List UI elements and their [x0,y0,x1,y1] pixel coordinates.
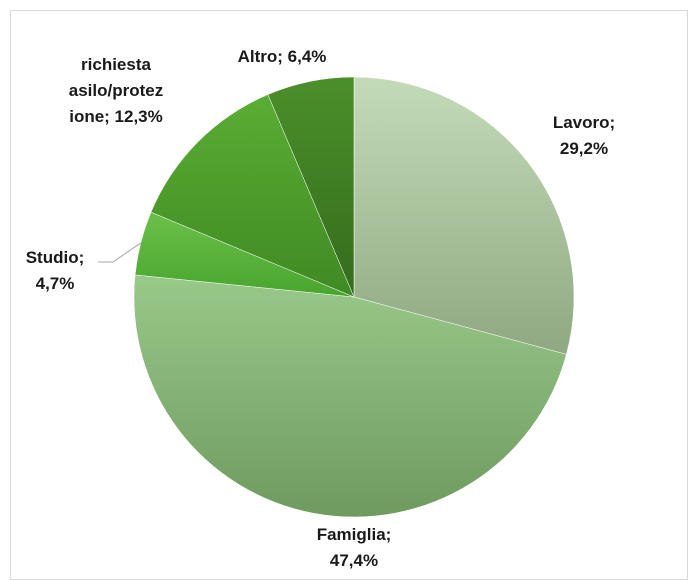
slice-label-3: richiesta asilo/protez ione; 12,3% [69,55,163,126]
pie-slices [133,76,575,518]
pie-slice-famiglia [133,274,567,518]
slice-labels: Lavoro; 29,2% Famiglia; 47,4% Studio; 4,7% ric… [26,47,615,570]
leader-line-studio [98,242,142,263]
slice-label-4: Altro; 6,4% [238,47,327,66]
slice-label-1: Famiglia; 47,4% [317,525,392,570]
pie-slice-richiesta-asilo-protezione [150,94,355,298]
pie-slice-altro [267,76,355,298]
pie-slice-lavoro [353,76,575,355]
slice-label-2: Studio; 4,7% [26,248,85,293]
slice-label-0: Lavoro; 29,2% [553,113,615,158]
leader-lines [98,242,142,263]
